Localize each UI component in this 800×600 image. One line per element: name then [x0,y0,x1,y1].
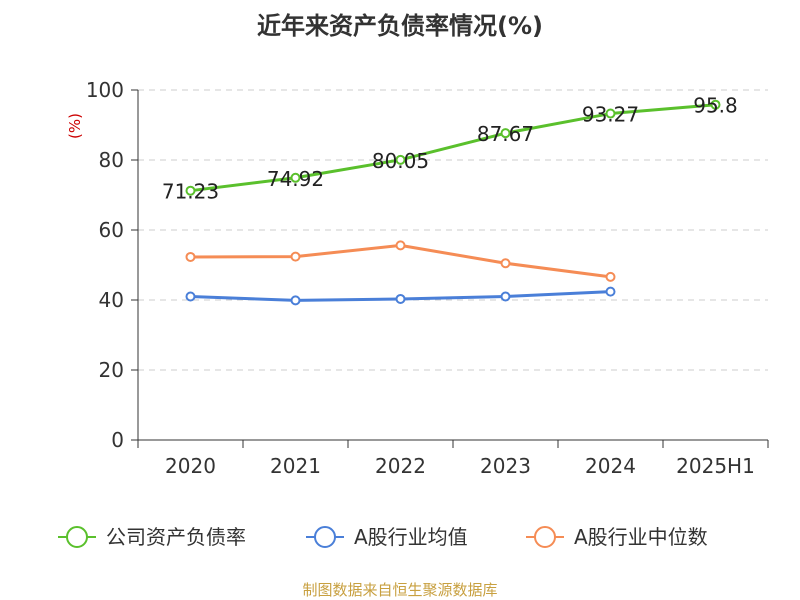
data-label: 74.92 [267,167,324,191]
data-point [395,154,406,165]
legend-label: A股行业中位数 [574,525,708,549]
data-label: 87.67 [477,122,534,146]
data-point [290,295,301,306]
data-label: 93.27 [582,103,639,127]
x-tick-label: 2023 [480,454,531,478]
data-point [290,251,301,262]
data-point [395,293,406,304]
series-0: 71.23 74.92 80.05 87.67 93.27 95.8 [162,94,738,204]
y-tick-label: 60 [99,218,124,242]
legend-marker-icon [534,526,556,548]
x-tick-label: 2022 [375,454,426,478]
grid-lines [138,89,768,371]
legend-item-2: A股行业中位数 [526,525,708,549]
chart-title: 近年来资产负债率情况(%) [257,12,543,40]
data-point [605,108,616,119]
legend-label: 公司资产负债率 [106,525,246,549]
axes: 0 20 40 60 80 100 2020 2021 2022 2023 2024 2025H1 [86,78,769,478]
series-1 [185,286,616,306]
data-point [500,258,511,269]
y-tick-label: 20 [99,358,124,382]
data-label: 80.05 [372,149,429,173]
y-tick-label: 0 [111,428,124,452]
x-tick-label: 2025H1 [676,454,755,478]
y-tick-label: 80 [99,148,124,172]
y-tick-label: 40 [99,288,124,312]
data-point [710,99,721,110]
legend-marker-icon [66,526,88,548]
data-point [185,185,196,196]
y-tick-label: 100 [86,78,124,102]
source-note: 制图数据来自恒生聚源数据库 [302,581,497,599]
data-point [185,291,196,302]
data-point [500,291,511,302]
legend-item-1: A股行业均值 [306,525,468,549]
data-point [605,286,616,297]
x-tick-label: 2024 [585,454,636,478]
data-point [290,172,301,183]
legend-label: A股行业均值 [354,525,468,549]
data-label: 71.23 [162,180,219,204]
data-point [500,128,511,139]
legend-item-0: 公司资产负债率 [58,525,246,549]
data-point [185,251,196,262]
legend-marker-icon [314,526,336,548]
x-tick-label: 2020 [165,454,216,478]
series-line [190,103,716,193]
series-2 [185,240,616,282]
data-label: 95.8 [693,94,738,118]
data-point [395,240,406,251]
data-point [605,271,616,282]
y-axis-unit-label: (%) [66,113,84,139]
legend: 公司资产负债率 A股行业均值 A股行业中位数 [58,525,708,549]
series-layer: 71.23 74.92 80.05 87.67 93.27 95.8 [162,94,738,306]
x-tick-label: 2021 [270,454,321,478]
